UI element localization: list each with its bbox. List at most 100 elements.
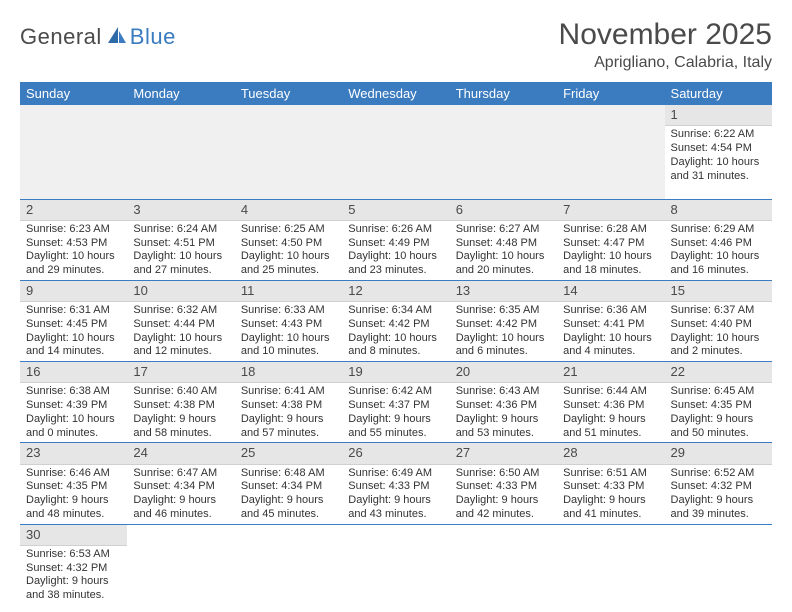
day-detail: Sunrise: 6:48 AM Sunset: 4:34 PM Dayligh… [235, 465, 342, 524]
calendar-cell: 22Sunrise: 6:45 AM Sunset: 4:35 PM Dayli… [665, 362, 772, 443]
calendar-cell [557, 105, 664, 199]
col-thursday: Thursday [450, 82, 557, 105]
day-detail: Sunrise: 6:51 AM Sunset: 4:33 PM Dayligh… [557, 465, 664, 524]
calendar-cell [235, 524, 342, 605]
calendar-cell: 17Sunrise: 6:40 AM Sunset: 4:38 PM Dayli… [127, 362, 234, 443]
calendar-cell [127, 105, 234, 199]
calendar-row: 1Sunrise: 6:22 AM Sunset: 4:54 PM Daylig… [20, 105, 772, 199]
day-number: 19 [342, 362, 449, 383]
brand-text-1: General [20, 24, 102, 50]
location-subtitle: Aprigliano, Calabria, Italy [559, 54, 772, 72]
day-detail: Sunrise: 6:38 AM Sunset: 4:39 PM Dayligh… [20, 383, 127, 442]
calendar-cell: 29Sunrise: 6:52 AM Sunset: 4:32 PM Dayli… [665, 443, 772, 524]
calendar-cell: 21Sunrise: 6:44 AM Sunset: 4:36 PM Dayli… [557, 362, 664, 443]
day-number: 28 [557, 443, 664, 464]
calendar-cell: 13Sunrise: 6:35 AM Sunset: 4:42 PM Dayli… [450, 280, 557, 361]
day-detail: Sunrise: 6:34 AM Sunset: 4:42 PM Dayligh… [342, 302, 449, 361]
brand-text-2: Blue [130, 24, 176, 50]
day-detail: Sunrise: 6:42 AM Sunset: 4:37 PM Dayligh… [342, 383, 449, 442]
title-block: November 2025 Aprigliano, Calabria, Ital… [559, 18, 772, 72]
day-detail: Sunrise: 6:50 AM Sunset: 4:33 PM Dayligh… [450, 465, 557, 524]
calendar-cell: 9Sunrise: 6:31 AM Sunset: 4:45 PM Daylig… [20, 280, 127, 361]
day-detail: Sunrise: 6:33 AM Sunset: 4:43 PM Dayligh… [235, 302, 342, 361]
calendar-row: 9Sunrise: 6:31 AM Sunset: 4:45 PM Daylig… [20, 280, 772, 361]
day-number: 24 [127, 443, 234, 464]
col-sunday: Sunday [20, 82, 127, 105]
calendar-row: 16Sunrise: 6:38 AM Sunset: 4:39 PM Dayli… [20, 362, 772, 443]
calendar-cell: 16Sunrise: 6:38 AM Sunset: 4:39 PM Dayli… [20, 362, 127, 443]
calendar-cell: 19Sunrise: 6:42 AM Sunset: 4:37 PM Dayli… [342, 362, 449, 443]
col-friday: Friday [557, 82, 664, 105]
day-number: 20 [450, 362, 557, 383]
calendar-cell: 15Sunrise: 6:37 AM Sunset: 4:40 PM Dayli… [665, 280, 772, 361]
calendar-cell: 27Sunrise: 6:50 AM Sunset: 4:33 PM Dayli… [450, 443, 557, 524]
col-tuesday: Tuesday [235, 82, 342, 105]
calendar-cell: 18Sunrise: 6:41 AM Sunset: 4:38 PM Dayli… [235, 362, 342, 443]
day-number: 29 [665, 443, 772, 464]
page-header: General Blue November 2025 Aprigliano, C… [20, 18, 772, 72]
day-detail: Sunrise: 6:23 AM Sunset: 4:53 PM Dayligh… [20, 221, 127, 280]
day-detail: Sunrise: 6:37 AM Sunset: 4:40 PM Dayligh… [665, 302, 772, 361]
calendar-cell: 3Sunrise: 6:24 AM Sunset: 4:51 PM Daylig… [127, 199, 234, 280]
calendar-cell: 26Sunrise: 6:49 AM Sunset: 4:33 PM Dayli… [342, 443, 449, 524]
calendar-cell [127, 524, 234, 605]
day-number: 26 [342, 443, 449, 464]
sail-icon [106, 25, 128, 50]
day-detail: Sunrise: 6:28 AM Sunset: 4:47 PM Dayligh… [557, 221, 664, 280]
calendar-cell [450, 524, 557, 605]
day-detail: Sunrise: 6:24 AM Sunset: 4:51 PM Dayligh… [127, 221, 234, 280]
day-number: 6 [450, 200, 557, 221]
day-detail: Sunrise: 6:40 AM Sunset: 4:38 PM Dayligh… [127, 383, 234, 442]
day-number: 12 [342, 281, 449, 302]
calendar-row: 30Sunrise: 6:53 AM Sunset: 4:32 PM Dayli… [20, 524, 772, 605]
day-detail: Sunrise: 6:47 AM Sunset: 4:34 PM Dayligh… [127, 465, 234, 524]
day-number: 17 [127, 362, 234, 383]
day-number: 13 [450, 281, 557, 302]
calendar-row: 23Sunrise: 6:46 AM Sunset: 4:35 PM Dayli… [20, 443, 772, 524]
day-number: 22 [665, 362, 772, 383]
calendar-cell: 20Sunrise: 6:43 AM Sunset: 4:36 PM Dayli… [450, 362, 557, 443]
day-detail: Sunrise: 6:31 AM Sunset: 4:45 PM Dayligh… [20, 302, 127, 361]
calendar-cell: 10Sunrise: 6:32 AM Sunset: 4:44 PM Dayli… [127, 280, 234, 361]
day-number: 25 [235, 443, 342, 464]
day-number: 27 [450, 443, 557, 464]
day-number: 7 [557, 200, 664, 221]
day-detail: Sunrise: 6:52 AM Sunset: 4:32 PM Dayligh… [665, 465, 772, 524]
day-detail: Sunrise: 6:44 AM Sunset: 4:36 PM Dayligh… [557, 383, 664, 442]
day-detail: Sunrise: 6:32 AM Sunset: 4:44 PM Dayligh… [127, 302, 234, 361]
col-monday: Monday [127, 82, 234, 105]
day-number: 15 [665, 281, 772, 302]
day-number: 23 [20, 443, 127, 464]
calendar-cell: 28Sunrise: 6:51 AM Sunset: 4:33 PM Dayli… [557, 443, 664, 524]
day-number: 5 [342, 200, 449, 221]
calendar-row: 2Sunrise: 6:23 AM Sunset: 4:53 PM Daylig… [20, 199, 772, 280]
calendar-cell: 12Sunrise: 6:34 AM Sunset: 4:42 PM Dayli… [342, 280, 449, 361]
month-title: November 2025 [559, 18, 772, 52]
calendar-cell [557, 524, 664, 605]
calendar-cell: 25Sunrise: 6:48 AM Sunset: 4:34 PM Dayli… [235, 443, 342, 524]
day-detail: Sunrise: 6:53 AM Sunset: 4:32 PM Dayligh… [20, 546, 127, 605]
calendar-cell: 1Sunrise: 6:22 AM Sunset: 4:54 PM Daylig… [665, 105, 772, 199]
calendar-cell: 8Sunrise: 6:29 AM Sunset: 4:46 PM Daylig… [665, 199, 772, 280]
calendar-cell: 4Sunrise: 6:25 AM Sunset: 4:50 PM Daylig… [235, 199, 342, 280]
day-detail: Sunrise: 6:27 AM Sunset: 4:48 PM Dayligh… [450, 221, 557, 280]
calendar-cell: 7Sunrise: 6:28 AM Sunset: 4:47 PM Daylig… [557, 199, 664, 280]
day-detail: Sunrise: 6:41 AM Sunset: 4:38 PM Dayligh… [235, 383, 342, 442]
calendar-cell [665, 524, 772, 605]
calendar-cell: 30Sunrise: 6:53 AM Sunset: 4:32 PM Dayli… [20, 524, 127, 605]
col-saturday: Saturday [665, 82, 772, 105]
day-detail: Sunrise: 6:26 AM Sunset: 4:49 PM Dayligh… [342, 221, 449, 280]
day-number: 1 [665, 105, 772, 126]
day-detail: Sunrise: 6:22 AM Sunset: 4:54 PM Dayligh… [665, 126, 772, 185]
calendar-table: Sunday Monday Tuesday Wednesday Thursday… [20, 82, 772, 605]
day-detail: Sunrise: 6:46 AM Sunset: 4:35 PM Dayligh… [20, 465, 127, 524]
col-wednesday: Wednesday [342, 82, 449, 105]
calendar-cell: 2Sunrise: 6:23 AM Sunset: 4:53 PM Daylig… [20, 199, 127, 280]
calendar-cell: 5Sunrise: 6:26 AM Sunset: 4:49 PM Daylig… [342, 199, 449, 280]
day-number: 30 [20, 525, 127, 546]
day-detail: Sunrise: 6:29 AM Sunset: 4:46 PM Dayligh… [665, 221, 772, 280]
day-number: 3 [127, 200, 234, 221]
day-detail: Sunrise: 6:25 AM Sunset: 4:50 PM Dayligh… [235, 221, 342, 280]
day-detail: Sunrise: 6:36 AM Sunset: 4:41 PM Dayligh… [557, 302, 664, 361]
brand-logo: General Blue [20, 24, 176, 50]
